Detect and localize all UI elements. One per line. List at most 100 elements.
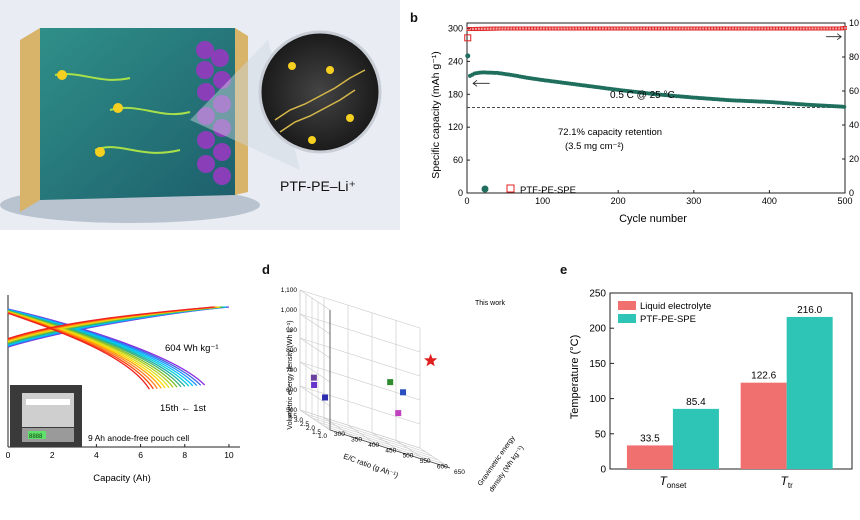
panel-e-bar-value: 85.4	[686, 397, 706, 408]
panel-b-legend-label: PTF-PE-SPE	[520, 185, 576, 196]
panel-e-bar	[740, 382, 787, 469]
panel-d-grav-tick-label: 350	[351, 436, 362, 443]
panel-d-floor-line-a	[299, 409, 331, 431]
panel-e-bar-chart: 0 50 100 150 200 250 33.5 85.4 122.6 216.0 Liqui…	[569, 289, 853, 490]
lithium-ion-markers	[57, 70, 123, 157]
panel-d-leftwall-hline	[299, 385, 331, 407]
panel-d-backwall-hline	[299, 313, 421, 353]
panel-b-series	[464, 25, 847, 109]
panel-d-z-tick-label: 1,100	[281, 287, 298, 294]
panel-a-caption: PTF-PE–Li⁺	[280, 178, 356, 194]
panel-d-grav-tick-label: 300	[334, 431, 345, 438]
panel-d-backwall-hline	[299, 289, 421, 329]
panel-c-charge-curve	[7, 306, 225, 346]
legend-marker-filled	[481, 185, 489, 193]
panel-c-charge-curve	[7, 306, 226, 346]
panel-d-left-axis-label: E/C ratio (g Ah⁻¹)	[342, 452, 400, 480]
panel-e-y-axis-label: Temperature (°C)	[569, 335, 581, 419]
panel-b-y2-tick-label: 0	[849, 188, 854, 198]
panel-e-category-labels: Tonset Ttr	[659, 474, 793, 490]
panel-d-ec-tick-label: 3.0	[294, 417, 303, 424]
panel-b-y-tick-label: 120	[448, 122, 463, 132]
panel-e-category-label: Ttr	[781, 474, 794, 490]
panel-e-bar	[672, 408, 719, 469]
panel-c-voltage-chart: 0 2 4 6 8 10 604 Wh kg⁻¹ 15th ← 1st 9 Ah anod…	[6, 295, 240, 484]
legend-marker-open	[506, 184, 515, 193]
panel-b-y-tick-label: 180	[448, 89, 463, 99]
panel-c-energy-label: 604 Wh kg⁻¹	[165, 343, 219, 354]
panel-b-annotation-loading: (3.5 mg cm⁻²)	[565, 141, 624, 152]
panel-d-grav-tick-label: 600	[437, 464, 448, 471]
panel-d-z-tick-label: 1,000	[281, 307, 298, 314]
panel-b-axes	[466, 22, 846, 194]
panel-b-y2-tick-label: 10	[849, 18, 859, 28]
panel-d-point	[322, 394, 329, 401]
panel-d-point	[310, 374, 317, 381]
panel-c-discharge-curve	[7, 312, 150, 390]
panel-d-floor-line-b	[311, 417, 433, 457]
panel-c-x-tick-label: 6	[138, 450, 143, 460]
panel-d-grav-tick-label: 400	[368, 442, 379, 449]
panel-b-y2-tick-label: 40	[849, 120, 859, 130]
panel-d-grav-tick-label: 650	[454, 469, 465, 476]
panel-e-bar	[786, 316, 833, 469]
panel-d-label: d	[262, 262, 270, 277]
panel-d-grid	[299, 289, 451, 469]
panel-b-annotation-condition: 0.5 C @ 25 °C	[610, 90, 675, 101]
cathode-particles	[196, 41, 231, 185]
panel-b-x-tick-label: 200	[611, 196, 626, 206]
panel-b-arrow-right	[826, 33, 842, 41]
panel-e-y-tick-label: 200	[589, 324, 606, 335]
panel-d-leftwall-hline	[299, 313, 331, 335]
panel-b-x-axis-label: Cycle number	[619, 213, 687, 225]
panel-d-3d-scatter: 1,1001,0009008007006005003.53.02.52.01.5…	[281, 287, 526, 494]
panel-d-z-tick-label: 800	[286, 347, 297, 354]
current-collector-left	[20, 28, 40, 212]
pouch-cell-photo: 8888	[10, 385, 82, 447]
panel-d-z-tick-label: 600	[286, 387, 297, 394]
panel-d-leftwall-hline	[299, 289, 331, 311]
panel-e-category-label: Tonset	[659, 474, 687, 490]
panel-e-y-tick-label: 50	[595, 429, 607, 440]
panel-e-y-tick-label: 150	[589, 359, 606, 370]
device-display-text: 8888	[29, 434, 43, 440]
panel-b-capacity-point	[842, 104, 847, 109]
polymer-electrolyte-layer	[40, 28, 235, 200]
panel-b-label: b	[410, 10, 418, 25]
panel-d-tick-labels: 1,1001,0009008007006005003.53.02.52.01.5…	[281, 287, 466, 476]
panel-b-y-tick-label: 60	[453, 155, 463, 165]
panel-e-label: e	[560, 262, 568, 277]
panel-c-x-tick-label: 2	[50, 450, 55, 460]
panel-d-axis-frame	[329, 310, 451, 469]
panel-c-tick-labels: 0 2 4 6 8 10	[6, 450, 234, 460]
polymer-chain-zoom	[274, 69, 366, 133]
panel-b-y-tick-label: 300	[448, 23, 463, 33]
panel-b-capacity-first-point	[465, 53, 471, 59]
panel-d-backwall-hline	[299, 361, 421, 401]
panel-e-frame	[609, 292, 853, 470]
panel-d-vertical-axis-label: Volumetric energy density (Wh L⁻¹)	[287, 320, 294, 429]
panel-b-x-tick-label: 0	[464, 196, 469, 206]
panel-e-bar-value: 122.6	[751, 371, 776, 382]
panel-d-floor-line-b	[323, 425, 445, 465]
panel-d-floor-line-a	[371, 432, 403, 454]
panel-e-bars: 33.5 85.4 122.6 216.0	[626, 305, 833, 469]
panel-b-annotation-retention: 72.1% capacity retention	[558, 127, 662, 138]
panel-d-ec-tick-label: 1.0	[318, 433, 327, 440]
panel-c-x-tick-label: 8	[182, 450, 187, 460]
panel-b-cycling-chart: 0 100 200 300 400 500060120180240300020406080…	[430, 18, 859, 225]
panel-b-frame	[466, 22, 846, 194]
panel-e-y-tick-label: 100	[589, 394, 606, 405]
panel-d-grav-tick-label: 500	[403, 453, 414, 460]
panel-e-legend-swatch	[618, 301, 636, 310]
panel-b-y-tick-label: 240	[448, 56, 463, 66]
panel-b-y-tick-label: 0	[458, 188, 463, 198]
panel-d-ec-tick-label: 2.0	[306, 425, 315, 432]
panel-d-backwall-hline	[299, 385, 421, 425]
panel-a-illustration: PTF-PE–Li⁺	[0, 0, 400, 230]
panel-d-leftwall-hline	[299, 361, 331, 383]
panel-b-efficiency-first-point	[464, 34, 472, 42]
panel-e-legend-swatch	[618, 314, 636, 323]
panel-e-tick-labels: 0 50 100 150 200 250	[589, 289, 606, 476]
panel-d-points	[310, 353, 438, 417]
